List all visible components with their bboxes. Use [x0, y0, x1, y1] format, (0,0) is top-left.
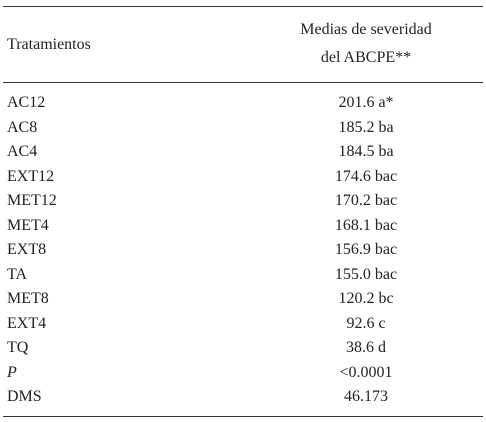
treatment-cell: MET12 — [7, 192, 57, 209]
value-cell: 201.6 a* — [338, 94, 394, 111]
value-cell: 170.2 bac — [334, 192, 398, 209]
header-value: Medias de severidad — [300, 21, 432, 38]
treatment-cell: AC8 — [7, 118, 38, 136]
top-rule — [3, 6, 483, 7]
value-cell: 120.2 bc — [338, 290, 394, 307]
header-value: del ABCPE** — [320, 49, 412, 66]
value-cell: 155.0 bac — [334, 265, 398, 283]
treatment-cell: DMS — [7, 388, 42, 405]
value-cell: 92.6 c — [346, 314, 386, 332]
value-cell: 46.173 — [344, 388, 388, 405]
treatment-cell: TA — [7, 265, 28, 283]
value-cell: 38.6 d — [346, 339, 386, 356]
value-cell: <0.0001 — [339, 363, 393, 381]
treatment-cell: EXT8 — [7, 241, 47, 258]
value-cell: 156.9 bac — [334, 241, 398, 258]
treatment-cell: MET8 — [7, 290, 49, 307]
treatment-cell: EXT4 — [7, 314, 47, 332]
header-treatment: Tratamientos — [7, 36, 91, 53]
value-cell: 185.2 ba — [338, 118, 394, 136]
header-rule — [3, 82, 483, 83]
value-cell: 174.6 bac — [334, 167, 398, 185]
treatment-cell: P — [7, 363, 17, 381]
treatment-cell: MET4 — [7, 216, 49, 234]
treatment-cell: AC4 — [7, 143, 38, 160]
treatment-cell: TQ — [7, 339, 29, 356]
treatment-cell: EXT12 — [7, 167, 55, 185]
value-cell: 184.5 ba — [338, 143, 394, 160]
treatment-cell: AC12 — [7, 94, 46, 111]
value-cell: 168.1 bac — [334, 216, 398, 234]
bottom-rule — [3, 416, 483, 417]
